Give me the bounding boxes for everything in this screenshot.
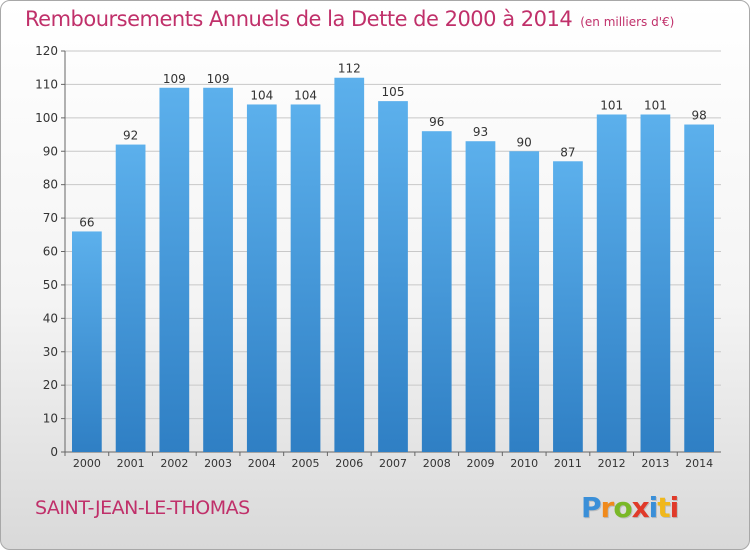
y-tick-label: 90 [43,144,58,158]
bar [378,101,408,452]
y-tick-label: 100 [35,111,58,125]
y-tick-label: 80 [43,178,58,192]
data-label: 90 [517,135,532,149]
y-tick-label: 20 [43,378,58,392]
data-label: 92 [123,129,138,143]
x-tick-label: 2007 [379,457,407,470]
logo-letter: P [581,491,602,524]
bar [465,141,496,452]
chart-title: Remboursements Annuels de la Dette de 20… [25,7,674,31]
y-tick-label: 50 [43,278,58,292]
data-labels: 66 92 109 109 104 104 112 105 96 93 90 87 101 101 98 [79,62,707,230]
bar [509,151,540,452]
unit-note: (en milliers d'€) [580,15,675,29]
x-tick-label: 2005 [292,457,320,470]
data-label: 104 [250,88,273,102]
bar [640,114,671,452]
x-tick-label: 2012 [598,457,626,470]
data-label: 87 [560,145,575,159]
data-label: 93 [473,125,488,139]
x-tick-label: 2001 [117,457,145,470]
bar [159,87,190,452]
bar [246,104,277,452]
x-tick-label: 2004 [248,457,276,470]
x-tick-label: 2011 [554,457,582,470]
y-tick-label: 70 [43,211,58,225]
proxiti-logo: Proxiti [581,491,680,524]
bar [684,124,715,453]
data-label: 109 [163,72,186,86]
x-tick-label: 2013 [641,457,669,470]
bar-chart: 0 10 20 30 40 50 60 70 80 90 100 110 120 2000 2001 2002… [35,44,721,470]
x-tick-label: 2014 [685,457,713,470]
y-tick-label: 60 [43,245,58,259]
x-tick-label: 2006 [335,457,363,470]
logo-letter: i [669,491,680,524]
y-tick-label: 110 [35,77,58,91]
commune-name: SAINT-JEAN-LE-THOMAS [35,497,250,519]
data-label: 105 [382,85,405,99]
bar [334,77,365,452]
bar [71,231,102,452]
x-tick-label: 2002 [160,457,188,470]
title-text: Remboursements Annuels de la Dette de 20… [25,7,573,31]
logo-letter: x [631,491,650,524]
bar [421,131,452,452]
logo-letter: t [657,491,670,524]
axes: 0 10 20 30 40 50 60 70 80 90 100 110 120 2000 2001 2002… [35,44,721,470]
y-tick-label: 30 [43,345,58,359]
y-tick-label: 40 [43,311,58,325]
x-tick-label: 2010 [510,457,538,470]
bar [596,114,627,452]
data-label: 98 [691,109,706,123]
bar [203,87,233,452]
y-tick-label: 0 [50,445,58,459]
data-label: 66 [79,215,94,229]
data-label: 96 [429,115,444,129]
data-label: 104 [294,88,317,102]
data-label: 101 [600,98,623,112]
data-label: 112 [338,62,361,76]
y-tick-label: 120 [35,44,58,58]
logo-letter: o [613,491,632,524]
bar [290,104,321,452]
data-label: 101 [644,98,667,112]
data-label: 109 [207,72,230,86]
bars [71,77,715,453]
y-tick-label: 10 [43,412,58,426]
x-tick-label: 2008 [423,457,451,470]
x-tick-label: 2009 [466,457,494,470]
logo-letter: r [600,491,615,524]
bar [553,161,583,452]
x-tick-label: 2003 [204,457,232,470]
bar [115,144,146,453]
x-tick-label: 2000 [73,457,101,470]
logo-letter: i [648,491,659,524]
